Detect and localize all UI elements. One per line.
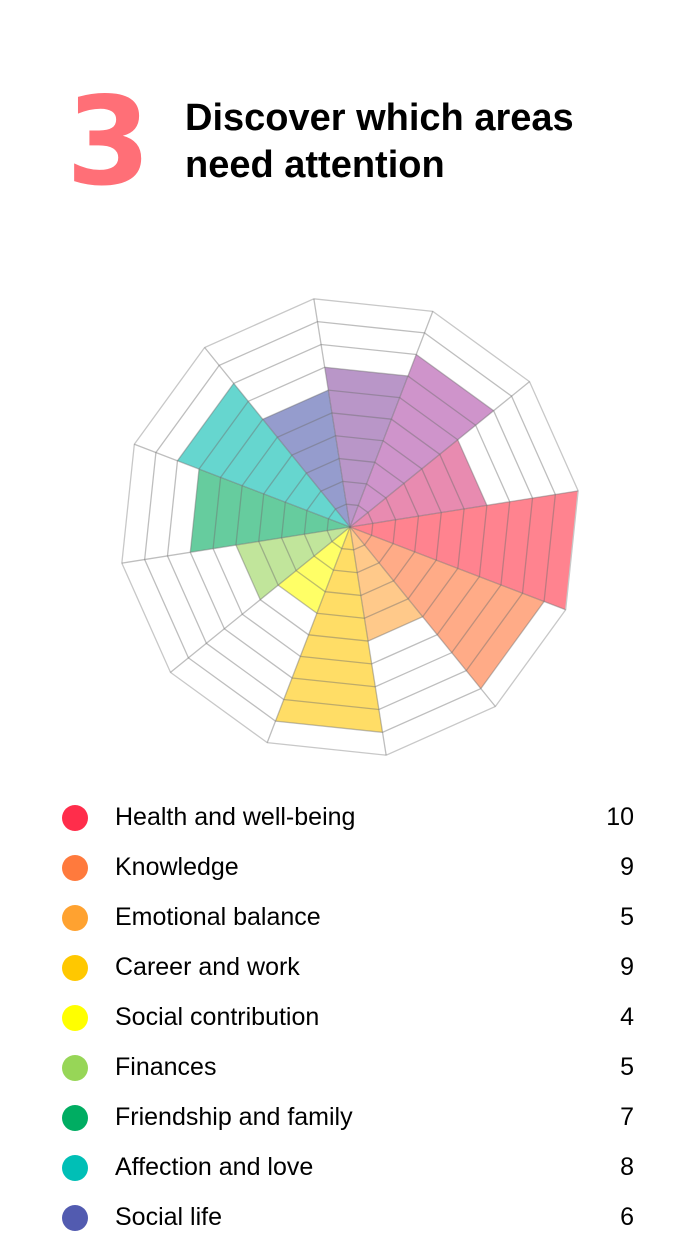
grid-ring	[303, 480, 397, 574]
page-title: Discover which areas need attention	[185, 95, 645, 189]
grid-spoke	[349, 526, 566, 611]
grid-spoke	[349, 526, 387, 756]
grid-spoke	[349, 490, 579, 528]
chart-sector	[350, 354, 494, 527]
legend-item: Social contribution 4	[0, 992, 700, 1042]
legend-item: Emotional balance 5	[0, 892, 700, 942]
legend-dot-icon	[62, 1055, 88, 1081]
legend-item: Finances 5	[0, 1042, 700, 1092]
legend-dot-icon	[62, 1205, 88, 1231]
legend-value: 7	[620, 1103, 634, 1131]
grid-ring	[235, 412, 465, 642]
chart-sector	[350, 527, 423, 642]
legend-dot-icon	[62, 855, 88, 881]
legend-label: Knowledge	[115, 853, 239, 881]
grid-ring	[326, 503, 374, 551]
legend-item: Affection and love 8	[0, 1142, 700, 1192]
grid-spoke	[204, 347, 351, 528]
chart-grid	[121, 298, 579, 756]
chart-sector	[324, 367, 408, 527]
grid-spoke	[313, 298, 351, 528]
legend-value: 5	[620, 903, 634, 931]
legend-value: 8	[620, 1153, 634, 1181]
grid-spoke	[266, 526, 351, 743]
legend-dot-icon	[62, 805, 88, 831]
chart-sector	[177, 383, 350, 527]
legend-value: 6	[620, 1203, 634, 1231]
chart-sector	[350, 490, 579, 610]
grid-spoke	[349, 311, 434, 528]
grid-ring	[143, 320, 557, 734]
legend-item: Health and well-being 10	[0, 792, 700, 842]
legend-value: 10	[606, 803, 634, 831]
grid-ring	[189, 366, 511, 688]
polar-area-chart	[121, 298, 579, 756]
legend-label: Career and work	[115, 953, 300, 981]
legend-item: Career and work 9	[0, 942, 700, 992]
legend-value: 9	[620, 953, 634, 981]
chart-sector	[262, 390, 350, 527]
grid-ring	[121, 298, 579, 756]
chart-sectors	[177, 354, 579, 733]
legend-dot-icon	[62, 1105, 88, 1131]
legend-value: 9	[620, 853, 634, 881]
grid-ring	[166, 343, 534, 711]
grid-ring	[212, 389, 488, 665]
chart-sector	[190, 469, 350, 553]
legend-label: Emotional balance	[115, 903, 321, 931]
grid-spoke	[349, 526, 496, 707]
legend-label: Social contribution	[115, 1003, 320, 1031]
legend-label: Affection and love	[115, 1153, 314, 1181]
legend-label: Social life	[115, 1203, 222, 1231]
grid-spoke	[121, 526, 351, 564]
chart-sector	[350, 439, 487, 527]
title-line-2: need attention	[185, 144, 445, 186]
chart-sector	[278, 527, 350, 614]
legend-label: Finances	[115, 1053, 217, 1081]
legend-dot-icon	[62, 955, 88, 981]
title-line-1: Discover which areas	[185, 97, 574, 139]
legend-item: Friendship and family 7	[0, 1092, 700, 1142]
legend-list: Health and well-being 10 Knowledge 9 Emo…	[0, 792, 700, 1242]
legend-item: Knowledge 9	[0, 842, 700, 892]
chart-sector	[235, 527, 350, 600]
legend-value: 4	[620, 1003, 634, 1031]
grid-spoke	[349, 381, 530, 528]
grid-spoke	[134, 443, 351, 528]
grid-ring	[280, 457, 420, 597]
legend-label: Friendship and family	[115, 1103, 353, 1131]
legend-dot-icon	[62, 1155, 88, 1181]
chart-sector	[275, 527, 383, 733]
legend-dot-icon	[62, 1005, 88, 1031]
chart-sector	[350, 527, 545, 689]
legend-item: Social life 6	[0, 1192, 700, 1242]
legend-value: 5	[620, 1053, 634, 1081]
grid-ring	[258, 435, 442, 619]
step-number: 3	[66, 71, 151, 213]
legend-dot-icon	[62, 905, 88, 931]
legend-label: Health and well-being	[115, 803, 356, 831]
grid-spoke	[170, 526, 351, 673]
